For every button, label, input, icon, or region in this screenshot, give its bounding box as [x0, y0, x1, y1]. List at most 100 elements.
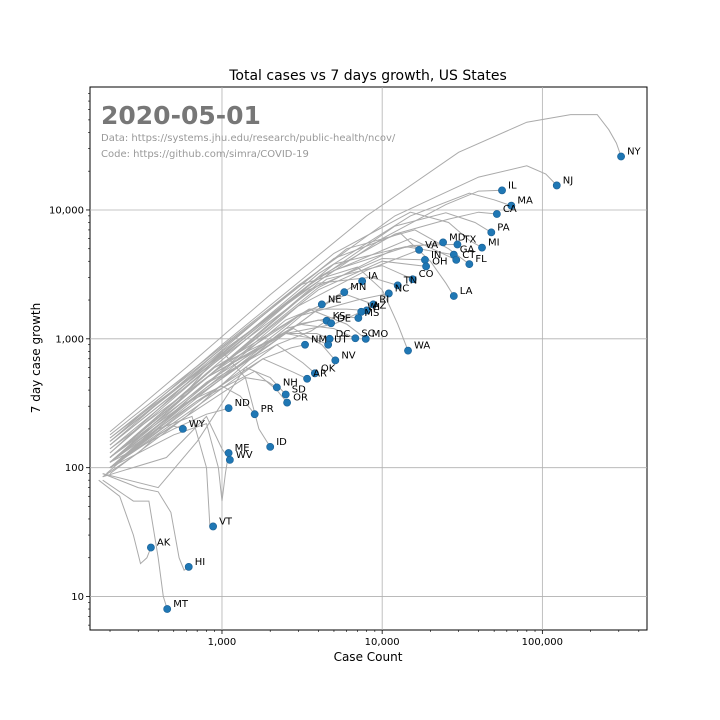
point-label-md: MD: [449, 232, 466, 243]
x-tick-label: 1,000: [208, 637, 237, 648]
x-tick-label: 100,000: [522, 637, 563, 648]
trail-mn: [109, 291, 345, 463]
point-label-il: IL: [508, 180, 517, 191]
point-label-pr: PR: [261, 404, 274, 415]
point-label-id: ID: [276, 437, 287, 448]
point-label-ma: MA: [517, 196, 533, 207]
point-label-ok: OK: [321, 363, 336, 374]
point-md: [439, 238, 447, 247]
point-nm: [301, 340, 309, 349]
point-fl: [465, 260, 474, 269]
point-wa: [404, 346, 412, 355]
point-nj: [552, 181, 561, 190]
point-label-ri: RI: [379, 294, 389, 305]
point-wv: [225, 455, 234, 464]
x-axis-label: Case Count: [334, 650, 403, 664]
point-label-de: DE: [337, 313, 351, 324]
point-label-wy: WY: [189, 419, 206, 430]
point-sc: [351, 334, 360, 343]
point-label-me: ME: [235, 443, 250, 454]
trail-wy: [102, 425, 184, 478]
trail-ct: [109, 238, 457, 458]
point-il: [498, 186, 506, 195]
plot-frame: [89, 86, 648, 631]
y-axis-label: 7 day case growth: [29, 303, 43, 414]
point-la: [449, 292, 458, 300]
point-in: [421, 255, 429, 264]
point-ny: [617, 152, 625, 161]
trail-ny: [109, 114, 622, 433]
point-ma: [507, 201, 516, 210]
y-axis-ticks: 10 100 1,000 10,000: [49, 93, 90, 626]
point-hi: [184, 562, 193, 571]
point-vt: [209, 522, 217, 531]
point-me: [224, 449, 233, 457]
point-ok: [310, 369, 319, 378]
point-ia: [358, 277, 367, 286]
trail-pr: [109, 385, 256, 458]
point-label-va: VA: [425, 240, 438, 251]
data-points: [147, 152, 625, 613]
point-label-hi: HI: [195, 557, 205, 568]
point-label-wv: WV: [236, 450, 253, 461]
point-label-ny: NY: [627, 146, 641, 157]
point-label-ar: AR: [313, 369, 327, 380]
point-pr: [250, 410, 259, 419]
point-label-oh: OH: [432, 256, 447, 267]
point-label-sc: SC: [361, 328, 374, 339]
trail-me: [109, 422, 230, 502]
point-label-nd: ND: [235, 398, 250, 409]
point-ak: [147, 543, 155, 552]
point-label-in: IN: [431, 250, 441, 261]
x-tick-label: 10,000: [365, 637, 400, 648]
point-label-nm: NM: [311, 335, 327, 346]
point-label-or: OR: [293, 393, 308, 404]
point-de: [327, 319, 336, 328]
code-source-annotation: Code: https://github.com/simra/COVID-19: [101, 149, 309, 160]
point-label-ms: MS: [364, 308, 379, 319]
point-label-ne: NE: [328, 294, 342, 305]
chart-title: Total cases vs 7 days growth, US States: [228, 68, 507, 84]
point-ut: [324, 340, 333, 349]
trail-id: [109, 350, 271, 463]
y-tick-label: 10: [71, 592, 84, 603]
trail-wa: [109, 266, 409, 436]
point-label-ak: AK: [157, 538, 171, 549]
point-label-ct: CT: [462, 250, 476, 261]
point-nh: [272, 383, 281, 392]
point-label-mo: MO: [372, 329, 389, 340]
point-label-pa: PA: [497, 222, 509, 233]
point-oh: [422, 262, 430, 271]
point-mi: [478, 243, 486, 252]
trail-nj: [109, 165, 558, 442]
point-label-ks: KS: [333, 311, 346, 322]
point-tx: [453, 240, 462, 249]
trail-ar: [109, 358, 308, 469]
point-label-fl: FL: [475, 254, 487, 265]
point-ne: [317, 300, 326, 309]
point-label-nj: NJ: [563, 175, 573, 186]
point-nd: [224, 404, 233, 412]
point-label-ia: IA: [368, 271, 378, 282]
point-label-tx: TX: [462, 234, 476, 245]
point-pa: [487, 228, 496, 237]
point-mt: [163, 605, 172, 613]
trail-ma: [109, 192, 512, 446]
point-label-nc: NC: [395, 283, 409, 294]
point-label-la: LA: [460, 286, 473, 297]
point-label-nv: NV: [341, 350, 355, 361]
point-ri: [369, 300, 378, 309]
point-mn: [340, 288, 349, 297]
x-axis-ticks: 1,000 10,000 100,000: [109, 630, 640, 648]
trail-nv: [109, 328, 336, 458]
point-label-mi: MI: [488, 238, 500, 249]
trail-in: [109, 257, 426, 458]
trail-ak: [98, 479, 152, 565]
point-label-nh: NH: [283, 377, 298, 388]
point-mo: [361, 334, 370, 343]
trail-wv: [102, 415, 231, 478]
point-va: [415, 245, 423, 254]
point-label-vt: VT: [219, 516, 233, 527]
